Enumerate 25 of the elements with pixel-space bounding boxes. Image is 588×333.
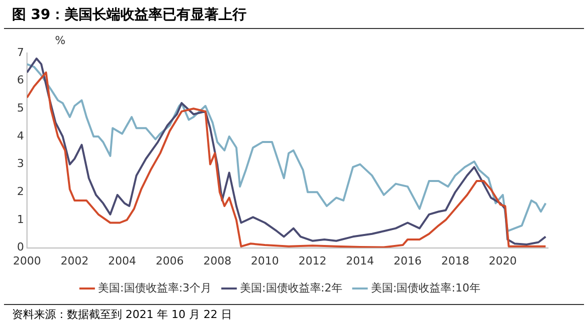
x-tick-label: 2000 [13, 254, 41, 268]
text: 资料来源：数据截至到 2021 年 10 月 22 日 [4, 304, 584, 324]
x-tick-label: 2004 [108, 254, 136, 268]
y-tick-label: 3 [17, 157, 24, 170]
y-axis-title: % [55, 34, 66, 47]
y-tick-label: 6 [17, 74, 24, 87]
x-tick-label: 2006 [156, 254, 184, 268]
y-tick-label: 1 [17, 212, 24, 226]
legend-label: 美国:国债收益率:2年 [240, 281, 342, 294]
y-tick-label: 2 [17, 185, 24, 198]
chart-title: 图 39：美国长端收益率已有显著上行 [4, 0, 584, 29]
x-tick-label: 2014 [346, 254, 374, 268]
y-tick-label: 0 [17, 240, 24, 254]
x-tick-label: 2002 [60, 254, 89, 268]
legend-label: 美国:国债收益率:3个月 [98, 281, 212, 294]
x-tick-label: 2012 [298, 254, 326, 268]
x-tick-label: 2020 [488, 254, 517, 268]
x-tick-label: 2016 [394, 254, 422, 268]
x-tick-label: 2018 [441, 254, 470, 268]
y-tick-label: 7 [17, 46, 24, 59]
x-tick-label: 2008 [203, 254, 232, 268]
y-tick-label: 5 [17, 102, 24, 115]
y-tick-label: 4 [17, 129, 24, 142]
legend-label: 美国:国债收益率:10年 [370, 281, 480, 294]
x-tick-label: 2010 [250, 254, 279, 268]
